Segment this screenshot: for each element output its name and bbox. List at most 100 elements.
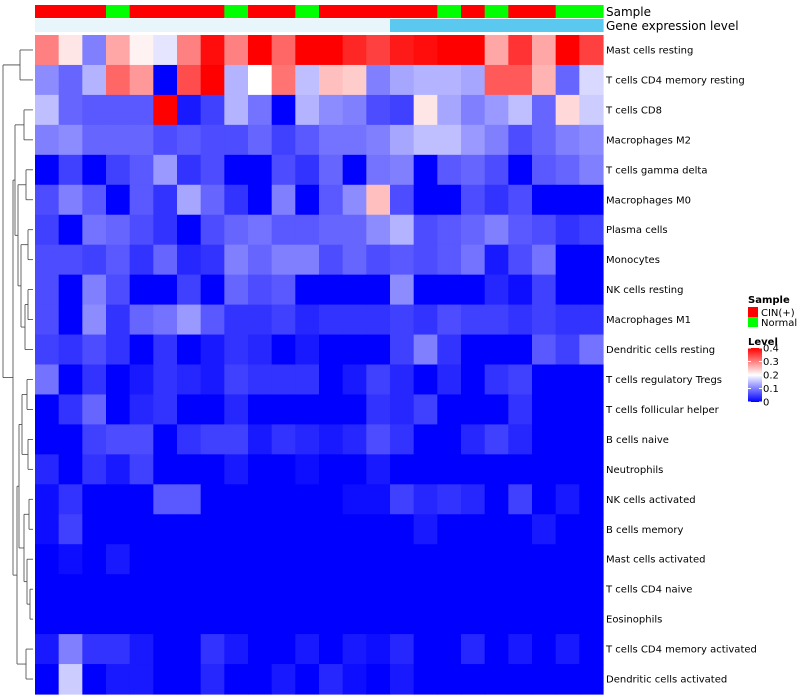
heatmap-cell xyxy=(413,574,438,605)
heatmap-cell xyxy=(224,364,249,396)
track-cell xyxy=(82,5,107,18)
heatmap-cell xyxy=(295,454,320,485)
heatmap-cell xyxy=(58,514,83,545)
track-cell xyxy=(437,5,462,18)
heatmap-cell xyxy=(461,304,486,336)
heatmap-cell xyxy=(532,154,557,186)
heatmap-cell xyxy=(177,64,202,96)
heatmap-cell xyxy=(248,304,273,336)
heatmap-cell xyxy=(224,484,249,515)
heatmap-cell xyxy=(58,484,83,515)
track-cell xyxy=(35,19,60,32)
heatmap-cell xyxy=(224,634,249,665)
heatmap-cell xyxy=(35,304,60,336)
heatmap-cell xyxy=(532,544,557,575)
heatmap-cell xyxy=(366,454,391,485)
heatmap-cell xyxy=(579,604,604,635)
heatmap-cell xyxy=(390,634,415,665)
heatmap-cell xyxy=(177,184,202,216)
legend-level-title: Level xyxy=(748,337,778,348)
legend-swatch xyxy=(748,307,758,317)
heatmap-cell xyxy=(532,574,557,605)
heatmap-cell xyxy=(271,484,296,515)
heatmap-cell xyxy=(106,424,131,455)
heatmap-cell xyxy=(177,424,202,455)
heatmap-cell xyxy=(106,604,131,635)
row-label: NK cells resting xyxy=(606,285,683,296)
heatmap-cell xyxy=(177,484,202,515)
heatmap-cell xyxy=(532,244,557,276)
heatmap-cell xyxy=(82,304,107,336)
heatmap-cell xyxy=(153,214,178,246)
heatmap-cell xyxy=(153,35,178,66)
track-cell xyxy=(532,5,557,18)
heatmap-cell xyxy=(342,154,367,186)
row-label: Mast cells activated xyxy=(606,555,705,566)
heatmap-cell xyxy=(390,304,415,336)
heatmap-cell xyxy=(58,184,83,216)
heatmap-cell xyxy=(224,35,249,66)
heatmap-cell xyxy=(200,94,225,126)
heatmap-cell xyxy=(437,35,462,66)
heatmap-cell xyxy=(366,35,391,66)
heatmap-cell xyxy=(58,154,83,186)
heatmap-cell xyxy=(224,154,249,186)
heatmap-cell xyxy=(319,634,344,665)
heatmap-cell xyxy=(484,634,509,665)
heatmap-cell xyxy=(342,364,367,396)
heatmap-cell xyxy=(579,634,604,665)
track-cell xyxy=(484,19,509,32)
heatmap-cell xyxy=(153,574,178,605)
heatmap-cell xyxy=(129,35,154,66)
track-cell xyxy=(342,5,367,18)
track-cell xyxy=(342,19,367,32)
heatmap-cell xyxy=(579,35,604,66)
heatmap-cell xyxy=(295,514,320,545)
heatmap-cell xyxy=(129,634,154,665)
heatmap-cell xyxy=(82,244,107,276)
heatmap-cell xyxy=(437,544,462,575)
track-cell xyxy=(390,19,415,32)
heatmap-cell xyxy=(532,634,557,665)
heatmap-cell xyxy=(153,64,178,96)
heatmap-cell xyxy=(555,484,580,515)
heatmap-cell xyxy=(532,454,557,485)
heatmap-cell xyxy=(579,394,604,425)
heatmap-cell xyxy=(437,454,462,485)
heatmap-cell xyxy=(484,454,509,485)
row-label: T cells follicular helper xyxy=(605,405,720,416)
heatmap-cell xyxy=(319,184,344,216)
heatmap-cell xyxy=(248,154,273,186)
heatmap-cell xyxy=(342,544,367,575)
heatmap-cell xyxy=(248,634,273,665)
track-cell xyxy=(58,5,83,18)
heatmap-cell xyxy=(579,544,604,575)
heatmap-cell xyxy=(200,334,225,366)
heatmap-cell xyxy=(248,184,273,216)
heatmap-cell xyxy=(555,154,580,186)
track-cell xyxy=(177,19,202,32)
heatmap-cell xyxy=(248,544,273,575)
heatmap-cell xyxy=(177,274,202,306)
heatmap-cell xyxy=(461,394,486,425)
heatmap-cell xyxy=(177,94,202,126)
heatmap-cell xyxy=(319,154,344,186)
heatmap-cell xyxy=(106,244,131,276)
heatmap-cell xyxy=(484,184,509,216)
heatmap-cell xyxy=(342,184,367,216)
heatmap-cell xyxy=(319,664,344,695)
level-tick-label: 0.2 xyxy=(763,371,779,382)
heatmap-cell xyxy=(153,484,178,515)
heatmap-cell xyxy=(295,394,320,425)
heatmap-cell xyxy=(555,94,580,126)
heatmap-cell xyxy=(390,454,415,485)
heatmap-cell xyxy=(153,634,178,665)
row-dendrogram xyxy=(2,49,33,680)
heatmap-cell xyxy=(177,364,202,396)
heatmap-cell xyxy=(342,334,367,366)
heatmap-cell xyxy=(248,394,273,425)
heatmap-cell xyxy=(106,454,131,485)
heatmap-cell xyxy=(58,424,83,455)
heatmap-cell xyxy=(82,424,107,455)
heatmap-cell xyxy=(248,604,273,635)
